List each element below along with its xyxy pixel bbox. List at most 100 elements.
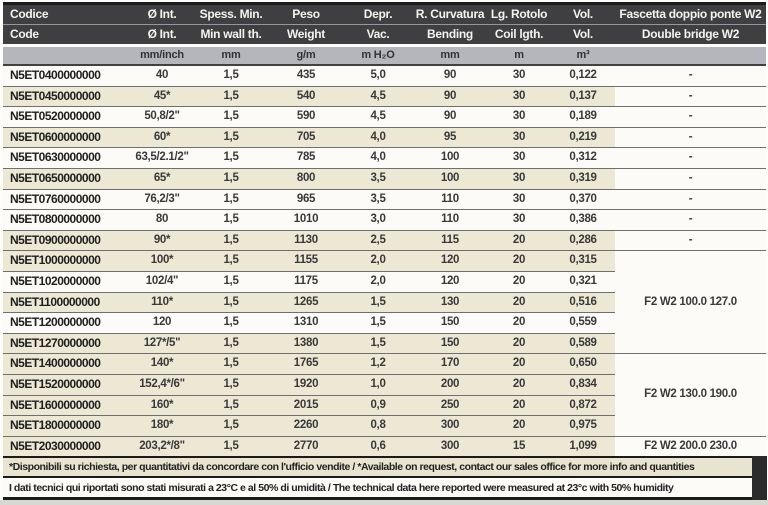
- cell-diameter: 90*: [131, 230, 193, 252]
- cell-coil: 20: [487, 395, 551, 417]
- col-header-volume: Vol.: [551, 3, 615, 25]
- cell-vol: 0,370: [551, 189, 615, 211]
- cell-diameter: 40: [131, 65, 193, 87]
- cell-weight: 1765: [269, 353, 343, 375]
- cell-coil: 30: [487, 189, 551, 211]
- cell-bending: 300: [413, 436, 487, 458]
- cell-code: N5ET1200000000: [3, 312, 131, 334]
- cell-weight: 1265: [269, 292, 343, 314]
- cell-bridge: -: [615, 86, 766, 108]
- col-header-diametro: Ø Int.: [131, 3, 193, 25]
- cell-coil: 20: [487, 312, 551, 334]
- cell-coil: 30: [487, 147, 551, 169]
- cell-vac: 2,0: [343, 250, 413, 272]
- table-row: N5ET0800000000 80 1,5 1010 3,0 110 30 0,386-: [3, 209, 766, 231]
- unit-bridge: [615, 45, 766, 66]
- col-header-double-bridge: Double bridge W2: [615, 24, 766, 47]
- cell-weight: 1310: [269, 312, 343, 334]
- cell-diameter: 152,4*/6": [131, 374, 193, 396]
- table-row: N5ET0600000000 60* 1,5 705 4,0 95 30 0,219-: [3, 127, 766, 149]
- cell-weight: 1920: [269, 374, 343, 396]
- unit-bending: mm: [413, 45, 487, 66]
- cell-bending: 250: [413, 395, 487, 417]
- table-row: N5ET1270000000 127*/5" 1,5 1380 1,5 150 20 0,58…: [3, 333, 766, 355]
- col-header-bending: Bending: [413, 24, 487, 47]
- cell-diameter: 127*/5": [131, 333, 193, 355]
- cell-diameter: 110*: [131, 292, 193, 314]
- cell-coil: 20: [487, 292, 551, 314]
- col-header-depressione: Depr.: [343, 3, 413, 25]
- footnotes: *Disponibili su richiesta, per quantitat…: [3, 456, 752, 500]
- cell-weight: 1155: [269, 250, 343, 272]
- cell-wall: 1,5: [193, 147, 269, 169]
- cell-weight: 2260: [269, 415, 343, 437]
- col-header-diameter: Ø Int.: [131, 24, 193, 47]
- cell-bending: 300: [413, 415, 487, 437]
- table-row: N5ET0650000000 65* 1,5 800 3,5 100 30 0,319-: [3, 168, 766, 190]
- table-row: N5ET1200000000 120 1,5 1310 1,5 150 20 0,559: [3, 312, 766, 334]
- cell-coil: 20: [487, 250, 551, 272]
- cell-vac: 4,0: [343, 147, 413, 169]
- cell-code: N5ET1400000000: [3, 353, 131, 375]
- cell-code: N5ET2030000000: [3, 436, 131, 458]
- cell-bridge: -: [615, 106, 766, 128]
- cell-bending: 120: [413, 250, 487, 272]
- cell-coil: 20: [487, 271, 551, 293]
- cell-vol: 0,319: [551, 168, 615, 190]
- cell-bridge: -: [615, 168, 766, 190]
- cell-vac: 4,5: [343, 106, 413, 128]
- unit-wall: mm: [193, 45, 269, 66]
- table-header: Codice Ø Int. Spess. Min. Peso Depr. R. …: [3, 3, 766, 66]
- table-row: N5ET2030000000 203,2*/8" 1,5 2770 0,6 300 15 1,…: [3, 436, 766, 458]
- table-body: N5ET0400000000 40 1,5 435 5,0 90 30 0,122- N5ET0…: [3, 65, 766, 458]
- table-row: N5ET1020000000 102/4" 1,5 1175 2,0 120 20 0,321: [3, 271, 766, 293]
- cell-wall: 1,5: [193, 250, 269, 272]
- table-row: N5ET0900000000 90* 1,5 1130 2,5 115 20 0,286-: [3, 230, 766, 252]
- cell-wall: 1,5: [193, 65, 269, 87]
- cell-weight: 800: [269, 168, 343, 190]
- table-row: N5ET1600000000 160* 1,5 2015 0,9 250 20 0,872: [3, 395, 766, 417]
- cell-coil: 20: [487, 230, 551, 252]
- table-row: N5ET1400000000 140* 1,5 1765 1,2 170 20 0,650 F2…: [3, 353, 766, 437]
- col-header-volume-en: Vol.: [551, 24, 615, 47]
- cell-vol: 0,315: [551, 250, 615, 272]
- unit-code: [3, 45, 131, 66]
- table-row: N5ET0760000000 76,2/3" 1,5 965 3,5 110 30 0,370…: [3, 189, 766, 211]
- col-header-curvatura: R. Curvatura: [413, 3, 487, 25]
- cell-vol: 0,321: [551, 271, 615, 293]
- cell-bridge: F2 W2 100.0 127.0: [615, 250, 766, 355]
- unit-coil: m: [487, 45, 551, 66]
- cell-vol: 0,219: [551, 127, 615, 149]
- cell-coil: 15: [487, 436, 551, 458]
- cell-bending: 100: [413, 168, 487, 190]
- cell-bending: 100: [413, 147, 487, 169]
- cell-weight: 1010: [269, 209, 343, 231]
- cell-coil: 30: [487, 209, 551, 231]
- cell-coil: 20: [487, 415, 551, 437]
- cell-diameter: 76,2/3": [131, 189, 193, 211]
- col-header-fascetta: Fascetta doppio ponte W2: [615, 3, 766, 25]
- cell-weight: 1175: [269, 271, 343, 293]
- cell-weight: 540: [269, 86, 343, 108]
- cell-bridge: F2 W2 130.0 190.0: [615, 353, 766, 437]
- cell-vac: 4,0: [343, 127, 413, 149]
- cell-bridge: -: [615, 230, 766, 252]
- cell-diameter: 203,2*/8": [131, 436, 193, 458]
- cell-weight: 705: [269, 127, 343, 149]
- cell-vac: 3,5: [343, 168, 413, 190]
- cell-diameter: 50,8/2": [131, 106, 193, 128]
- cell-code: N5ET1000000000: [3, 250, 131, 272]
- corner-dark-block: [752, 456, 767, 500]
- cell-bending: 110: [413, 189, 487, 211]
- cell-vol: 0,834: [551, 374, 615, 396]
- cell-coil: 20: [487, 374, 551, 396]
- cell-bending: 200: [413, 374, 487, 396]
- specification-table: Codice Ø Int. Spess. Min. Peso Depr. R. …: [3, 2, 766, 458]
- cell-vac: 1,5: [343, 292, 413, 314]
- col-header-coil-length: Coil lgth.: [487, 24, 551, 47]
- cell-code: N5ET0450000000: [3, 86, 131, 108]
- cell-vac: 0,9: [343, 395, 413, 417]
- cell-vol: 0,872: [551, 395, 615, 417]
- cell-bending: 120: [413, 271, 487, 293]
- cell-diameter: 120: [131, 312, 193, 334]
